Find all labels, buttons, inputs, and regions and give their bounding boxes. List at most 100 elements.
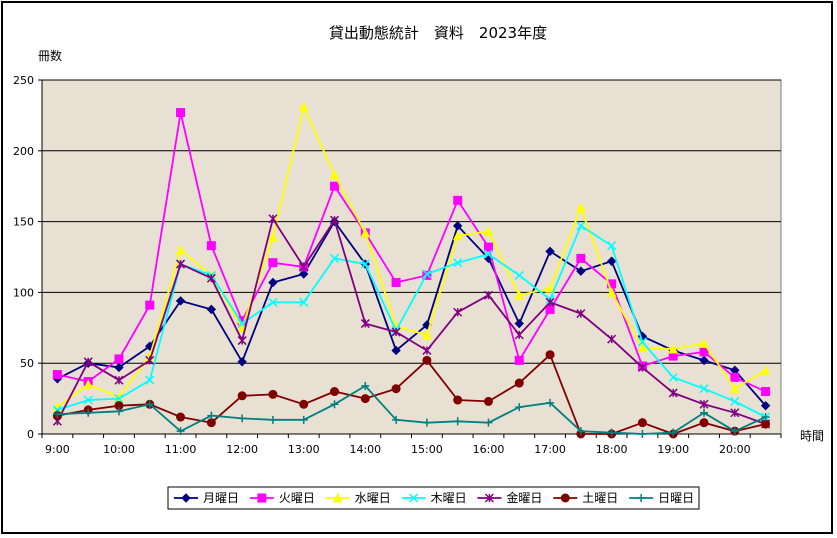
data-point [176, 412, 186, 422]
data-point [484, 418, 493, 427]
series-7 [53, 381, 770, 438]
data-point [391, 345, 401, 356]
data-point [145, 400, 154, 409]
data-point [299, 269, 309, 279]
data-point [83, 357, 93, 367]
data-point [268, 415, 277, 424]
data-point [576, 202, 586, 212]
y-tick-label: 50 [20, 357, 34, 370]
legend-item: 金曜日 [477, 490, 542, 505]
data-point [576, 427, 585, 436]
data-point [422, 345, 432, 355]
data-point [237, 391, 247, 401]
series-line [57, 384, 766, 435]
legend-label: 水曜日 [355, 491, 391, 505]
data-point [114, 375, 124, 385]
data-point [545, 283, 555, 293]
data-point [452, 230, 463, 241]
chart-title: 貸出動態統計 資料 2023年度 [329, 24, 547, 42]
x-tick-label: 9:00 [45, 443, 70, 456]
data-point [637, 362, 647, 372]
data-point [607, 428, 616, 437]
data-point [391, 384, 401, 394]
data-point [360, 259, 370, 269]
legend-item: 土曜日 [553, 491, 618, 505]
data-point [514, 355, 524, 365]
data-point [53, 410, 62, 419]
data-point [360, 227, 371, 238]
data-point [145, 355, 155, 365]
data-point [452, 221, 463, 231]
data-point [668, 388, 678, 398]
legend-item: 月曜日 [174, 491, 239, 505]
data-point [545, 350, 555, 360]
data-point [330, 400, 339, 409]
legend-item: 木曜日 [401, 491, 467, 505]
data-point [114, 394, 124, 404]
data-point [761, 413, 770, 422]
data-point [145, 300, 155, 310]
data-point [760, 365, 771, 375]
data-point [668, 343, 679, 354]
data-point [422, 418, 431, 427]
data-point [268, 214, 278, 224]
data-point [638, 430, 647, 438]
legend-swatch-marker [257, 493, 267, 503]
data-point [699, 418, 709, 428]
data-point [206, 418, 216, 428]
data-point [545, 246, 555, 257]
series-layer [52, 101, 771, 439]
data-point [514, 290, 525, 300]
data-point [52, 370, 62, 380]
data-point [268, 297, 278, 307]
data-point [329, 169, 340, 180]
data-point [238, 414, 247, 423]
data-point [330, 387, 340, 397]
data-point [330, 181, 340, 191]
data-point [83, 395, 93, 405]
x-tick-label: 11:00 [165, 443, 197, 456]
data-point [237, 357, 247, 367]
data-point [761, 387, 771, 397]
x-tick-label: 18:00 [596, 443, 628, 456]
legend-swatch-marker [560, 493, 570, 503]
data-point [515, 403, 524, 412]
data-point [514, 330, 524, 340]
data-point [576, 266, 586, 276]
data-point [514, 270, 524, 280]
x-tick-label: 20:00 [719, 443, 751, 456]
legend-box [167, 486, 700, 510]
data-point [422, 269, 432, 279]
data-point [114, 362, 124, 373]
data-point [576, 309, 586, 319]
data-point [730, 396, 740, 406]
data-point [84, 408, 93, 417]
data-point [453, 195, 463, 205]
data-point [483, 226, 494, 237]
data-point [545, 297, 555, 307]
data-point [606, 287, 617, 297]
legend-label: 金曜日 [506, 490, 542, 505]
legend: 月曜日 火曜日 水曜日 木曜日 金曜日 土曜日 日曜日 [167, 486, 700, 510]
data-point [761, 419, 771, 429]
data-point [329, 215, 340, 225]
data-point [453, 258, 463, 268]
legend-swatch-marker [332, 492, 343, 503]
series-line [57, 224, 767, 418]
legend-label: 火曜日 [279, 491, 315, 505]
data-point [206, 273, 216, 283]
data-point [637, 418, 647, 428]
legend-swatch-marker [484, 493, 494, 503]
data-point [699, 399, 709, 409]
data-point [268, 258, 278, 268]
series-line [57, 112, 766, 393]
data-point [299, 415, 308, 424]
data-point [114, 407, 123, 416]
data-point [176, 427, 185, 436]
data-point [391, 277, 401, 287]
x-tick-label: 10:00 [103, 443, 135, 456]
x-tick-label: 19:00 [657, 443, 689, 456]
data-point [637, 342, 648, 353]
y-tick-label: 0 [27, 428, 34, 441]
data-point [483, 290, 494, 300]
